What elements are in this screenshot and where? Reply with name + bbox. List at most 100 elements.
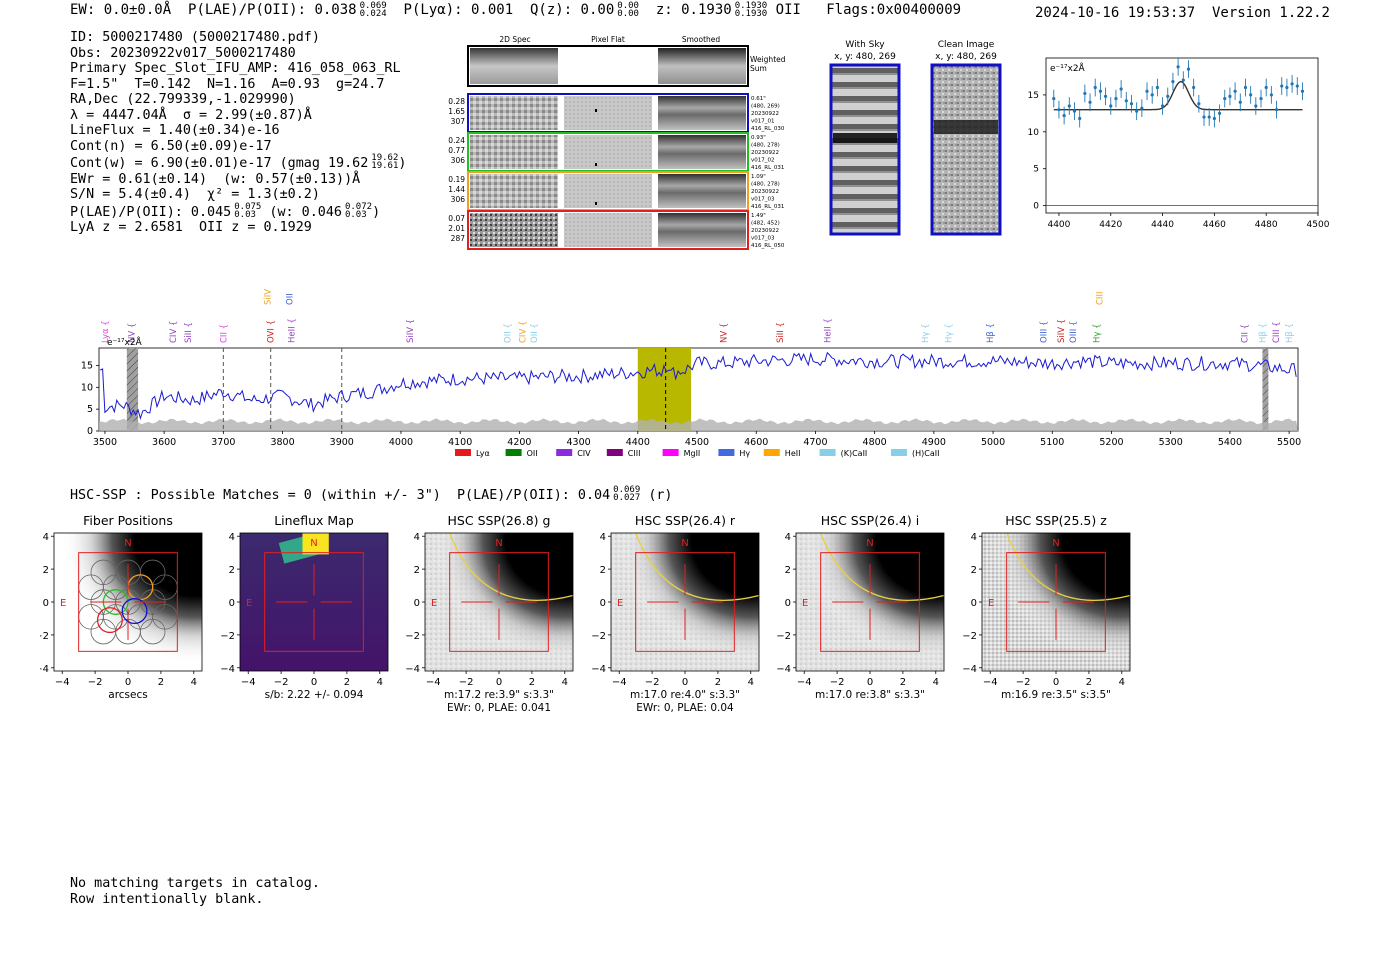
panel-ytick-label: 0: [785, 598, 791, 609]
line-marker-label: Hβ {: [986, 323, 996, 343]
info-primary: Primary Spec_Slot_IFU_AMP: 416_058_063_R…: [70, 61, 401, 76]
panel-xtick-label: −4: [426, 677, 441, 688]
line-marker-label: OIII {: [1039, 321, 1049, 343]
panel-xlabel: m:17.0 re:3.8" s:3.3": [815, 689, 925, 701]
cutout-pixelflat: [564, 135, 652, 169]
legend-label: Lyα: [476, 449, 490, 458]
legend-label: (K)CaII: [841, 449, 868, 458]
qz-value: Q(z): 0.00: [529, 2, 615, 18]
spectrum-frame: [98, 347, 1299, 432]
line-marker-label: CIV {: [169, 321, 179, 343]
panel-xlabel: m:17.0 re:4.0" s:3.3": [630, 689, 740, 701]
cutout-right-label: (480, 269): [751, 104, 780, 110]
east-label: E: [246, 598, 252, 609]
with-sky-coords: x, y: 480, 269: [834, 52, 896, 62]
spec-xtick-label: 5200: [1099, 437, 1123, 448]
fit-point: [1155, 85, 1159, 90]
east-label: E: [988, 598, 994, 609]
line-marker-label: SiII {: [184, 322, 194, 343]
panel-xtick-label: 4: [377, 677, 383, 688]
cutout-right-label: v017_03: [751, 236, 775, 242]
spec-xtick-label: 4700: [803, 437, 827, 448]
panel-ytick-label: 4: [229, 532, 235, 543]
plya-value: P(Lyα): 0.001: [403, 2, 514, 18]
cutout-left-label: 0.28: [448, 97, 465, 106]
legend-label: Hγ: [739, 449, 750, 458]
legend-swatch: [556, 449, 573, 456]
cutout-smoothed: [658, 174, 746, 208]
spec-xtick-label: 5000: [981, 437, 1005, 448]
panel-title: HSC SSP(25.5) z: [1005, 513, 1107, 528]
footer-notes: No matching targets in catalog. Row inten…: [70, 876, 320, 907]
fit-ytick-label: 10: [1028, 128, 1040, 138]
north-label: N: [124, 538, 131, 549]
fit-point: [1249, 93, 1253, 97]
fit-point: [1166, 94, 1170, 98]
legend-swatch: [891, 449, 907, 456]
east-label: E: [60, 598, 66, 609]
panel-ytick-label: −4: [591, 664, 606, 675]
fit-xtick-label: 4440: [1151, 220, 1174, 230]
cutout-right-label: v017_01: [751, 119, 775, 125]
line-marker-label: SiIV {: [406, 319, 416, 343]
spec-xtick-label: 4900: [922, 437, 946, 448]
line-fit-chart: e⁻¹⁷x2Å 4400 4420 4440 4460 4480 4500 0 5 10 15: [1028, 57, 1330, 230]
panel-ytick-label: 2: [600, 565, 606, 576]
fit-point: [1254, 104, 1258, 108]
highlight-band: [637, 348, 692, 431]
panel-ytick-label: 4: [785, 532, 791, 543]
cutout-right-label: 416_RL_031: [751, 204, 784, 210]
line-marker-label: OVI {: [267, 320, 277, 343]
panel-title: HSC SSP(26.4) r: [635, 513, 736, 528]
qz-range: 0.00 0.00: [617, 1, 639, 19]
spectrum-marks: [99, 348, 1298, 431]
fit-point: [1181, 78, 1185, 82]
panel-ytick-label: −4: [220, 664, 235, 675]
fit-xtick-label: 4500: [1307, 220, 1330, 230]
fit-point: [1083, 91, 1087, 96]
ellipse-aperture: [1006, 532, 1131, 602]
masked-band: [126, 348, 139, 431]
cutout-left-label: 306: [451, 195, 466, 204]
cutout-right-label: v017_02: [751, 158, 775, 164]
cutout-left-label: 1.44: [448, 185, 465, 194]
panel-title: Fiber Positions: [83, 513, 173, 528]
panel-xtick-label: 2: [1086, 677, 1092, 688]
panel-xtick-label: 0: [682, 677, 688, 688]
fit-point: [1098, 89, 1102, 93]
spec-xtick-label: 4100: [448, 437, 472, 448]
panel-ytick-label: 0: [414, 598, 420, 609]
cutout-2dspec: [470, 174, 558, 208]
line-marker-label-upper: OII: [286, 293, 296, 305]
spectrum-ylabel: e⁻¹⁷x2Å: [107, 336, 143, 348]
legend-swatch: [606, 449, 623, 456]
hsc-summary: HSC-SSP : Possible Matches = 0 (within +…: [70, 485, 673, 504]
fit-point: [1295, 84, 1299, 88]
fit-point: [1093, 85, 1097, 90]
spec-xtick-label: 4500: [685, 437, 709, 448]
cutout-2dspec: [470, 213, 558, 247]
line-marker-label: Hβ {: [1285, 323, 1295, 343]
fit-point: [1290, 82, 1294, 86]
east-label: E: [617, 598, 623, 609]
fit-point: [1088, 100, 1092, 104]
cutout-right-label: 0.61": [751, 96, 766, 102]
cutout-2dspec: [470, 96, 558, 130]
panel-ytick-label: 0: [43, 598, 49, 609]
fit-point: [1197, 102, 1201, 106]
fit-xtick-label: 4420: [1099, 220, 1122, 230]
spec-xtick-label: 5100: [1040, 437, 1064, 448]
panel-ytick-label: 4: [414, 532, 420, 543]
header-summary: EW: 0.0±0.0Å P(LAE)/P(OII): 0.038 0.069 0.…: [70, 1, 961, 19]
panel-ytick-label: −2: [591, 631, 606, 642]
info-contw: Cont(w) = 6.90(±0.01)e-17 (gmag 19.62 19.…: [70, 153, 407, 172]
spec-xtick-label: 4600: [744, 437, 768, 448]
lineflux-peak-region: [302, 533, 329, 555]
panel-ytick-label: −4: [962, 664, 977, 675]
line-marker-label: Hγ {: [945, 323, 955, 343]
east-label: E: [802, 598, 808, 609]
panel-ytick-label: 0: [600, 598, 606, 609]
cutout-left-label: 1.65: [448, 107, 465, 116]
cutout-left-label: 0.19: [448, 175, 465, 184]
fit-point: [1192, 85, 1196, 90]
